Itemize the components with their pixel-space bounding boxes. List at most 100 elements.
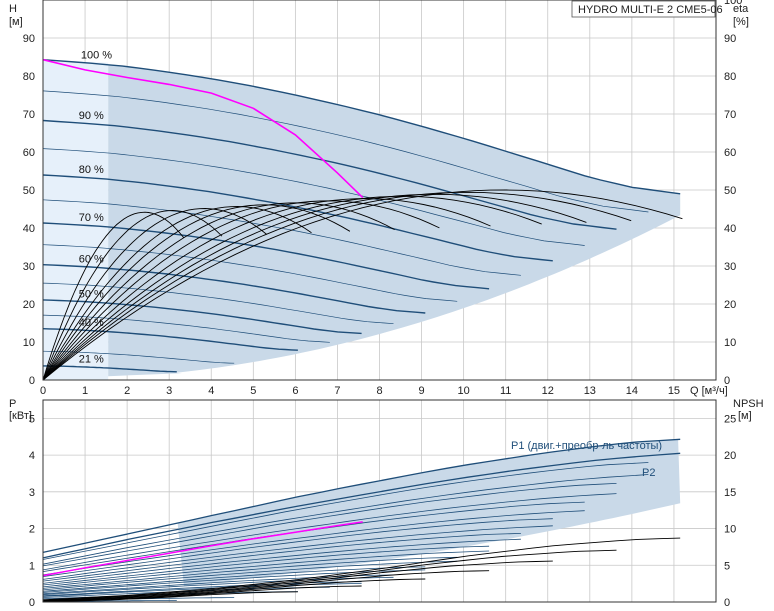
eta-curve-4 bbox=[42, 198, 491, 381]
power-p1-95 bbox=[42, 462, 649, 560]
tick-npsh-5: 5 bbox=[724, 560, 730, 572]
top-frame bbox=[42, 0, 717, 381]
npsh-curve-100 bbox=[42, 537, 681, 601]
speed-label-90: 90 % bbox=[79, 110, 104, 122]
operating-area bbox=[108, 64, 681, 381]
head-curve-thin-95 bbox=[42, 90, 649, 213]
tick-x-9: 9 bbox=[419, 385, 425, 397]
operating-areas bbox=[43, 60, 681, 381]
tick-x-3: 3 bbox=[166, 385, 172, 397]
power-p2-75 bbox=[42, 538, 521, 584]
tick-y-right-70: 70 bbox=[724, 109, 736, 121]
power-p2-95 bbox=[42, 474, 649, 565]
npsh-curve-70 bbox=[42, 570, 490, 602]
tick-p-1: 1 bbox=[29, 560, 35, 572]
tick-y-left-10: 10 bbox=[23, 337, 35, 349]
eta-curve-8 bbox=[42, 206, 312, 381]
speed-label-60: 60 % bbox=[79, 253, 104, 265]
tick-y-left-20: 20 bbox=[23, 299, 35, 311]
tick-x-7: 7 bbox=[334, 385, 340, 397]
npsh-curve-60 bbox=[42, 578, 426, 602]
tick-npsh-25: 25 bbox=[724, 413, 736, 425]
head-curves bbox=[42, 59, 681, 373]
power-p1-65 bbox=[42, 556, 458, 589]
tick-y-left-70: 70 bbox=[23, 109, 35, 121]
efficiency-curves bbox=[42, 189, 683, 381]
speed-label-40: 40 % bbox=[79, 317, 104, 329]
head-curve-thin-55 bbox=[42, 282, 394, 325]
tick-x-4: 4 bbox=[208, 385, 214, 397]
power-p1-45 bbox=[42, 586, 330, 598]
tick-npsh-0: 0 bbox=[724, 597, 730, 609]
tick-npsh-10: 10 bbox=[724, 524, 736, 536]
selected-head-curve bbox=[42, 58, 364, 199]
p-axis-name: P bbox=[9, 398, 16, 410]
head-curve-60 bbox=[42, 264, 426, 314]
head-curve-thin-30 bbox=[42, 350, 235, 364]
speed-label-80: 80 % bbox=[79, 164, 104, 176]
selected-power bbox=[42, 521, 363, 577]
tick-npsh-20: 20 bbox=[724, 450, 736, 462]
top-titles: H [м] eta [%] Q [м³/ч] HYDRO MULTI-E 2 C… bbox=[9, 0, 749, 397]
speed-label-50: 50 % bbox=[79, 288, 104, 300]
tick-x-2: 2 bbox=[124, 385, 130, 397]
title-box bbox=[571, 0, 716, 18]
eta-curve-10 bbox=[42, 210, 223, 381]
power-p2-85 bbox=[42, 510, 585, 576]
tick-y-right-0: 0 bbox=[724, 375, 730, 387]
head-curve-21 bbox=[43, 365, 177, 373]
eta-curve-2 bbox=[42, 193, 587, 381]
head-curve-thin-65 bbox=[42, 244, 458, 302]
npsh-axis-unit: [м] bbox=[738, 410, 752, 422]
power-p1-80 bbox=[42, 518, 553, 577]
tick-x-5: 5 bbox=[250, 385, 256, 397]
speed-label-100: 100 % bbox=[81, 49, 112, 61]
selected-power-curve bbox=[42, 521, 363, 577]
power-area-fill bbox=[177, 439, 681, 586]
selected-curve bbox=[42, 58, 364, 199]
tick-p-4: 4 bbox=[29, 450, 35, 462]
speed-label-70: 70 % bbox=[79, 212, 104, 224]
head-curve-thin-85 bbox=[42, 148, 585, 246]
power-p2-90 bbox=[42, 493, 617, 571]
tick-y-right-40: 40 bbox=[724, 223, 736, 235]
head-efficiency-panel: 0 1 2 3 4 5 6 7 8 9 10 11 12 13 14 15010203040506070809… bbox=[9, 0, 749, 397]
tick-y-left-0: 0 bbox=[29, 375, 35, 387]
eta-curve-1 bbox=[42, 191, 632, 381]
y-right-name: eta bbox=[733, 3, 749, 15]
y-right-unit: [%] bbox=[733, 16, 749, 28]
tick-y-left-40: 40 bbox=[23, 223, 35, 235]
power-p1-75 bbox=[42, 533, 521, 582]
eta-curve-9 bbox=[42, 208, 268, 381]
npsh-axis-name: NPSH bbox=[733, 398, 764, 410]
tick-y-right-90: 90 bbox=[724, 33, 736, 45]
tick-npsh-15: 15 bbox=[724, 487, 736, 499]
tick-x-14: 14 bbox=[626, 385, 638, 397]
tick-y-left-80: 80 bbox=[23, 71, 35, 83]
power-curves bbox=[42, 438, 681, 602]
tick-x-6: 6 bbox=[292, 385, 298, 397]
y-left-name: H bbox=[9, 3, 17, 15]
tick-y-right-50: 50 bbox=[724, 185, 736, 197]
bottom-titles: P [кВт] NPSH [м] P1 (двиг.+преобр-ль час… bbox=[9, 398, 764, 479]
tick-x-10: 10 bbox=[458, 385, 470, 397]
p-axis-unit: [кВт] bbox=[9, 410, 32, 422]
head-curve-90 bbox=[42, 119, 617, 230]
head-curve-80 bbox=[42, 174, 553, 262]
tick-x-1: 1 bbox=[82, 385, 88, 397]
tick-p-0: 0 bbox=[29, 597, 35, 609]
power-p2-60 bbox=[42, 569, 426, 593]
tick-y-right-100: 100 bbox=[724, 0, 742, 7]
eta-curve-3 bbox=[42, 195, 542, 381]
tick-x-13: 13 bbox=[584, 385, 596, 397]
npsh-curve-80 bbox=[42, 560, 553, 602]
power-npsh-panel: 0 1 2 3 4 5 0 5 10 15 20 25 P [кВт] NPSH [м] P1 (дв… bbox=[9, 398, 764, 609]
tick-y-left-50: 50 bbox=[23, 185, 35, 197]
power-p2-70 bbox=[42, 550, 490, 588]
head-curve-100 bbox=[42, 59, 681, 195]
tick-p-5: 5 bbox=[29, 413, 35, 425]
speed-label-21: 21 % bbox=[79, 354, 104, 366]
power-p2-55 bbox=[42, 576, 394, 596]
head-curve-thin-45 bbox=[42, 314, 330, 343]
